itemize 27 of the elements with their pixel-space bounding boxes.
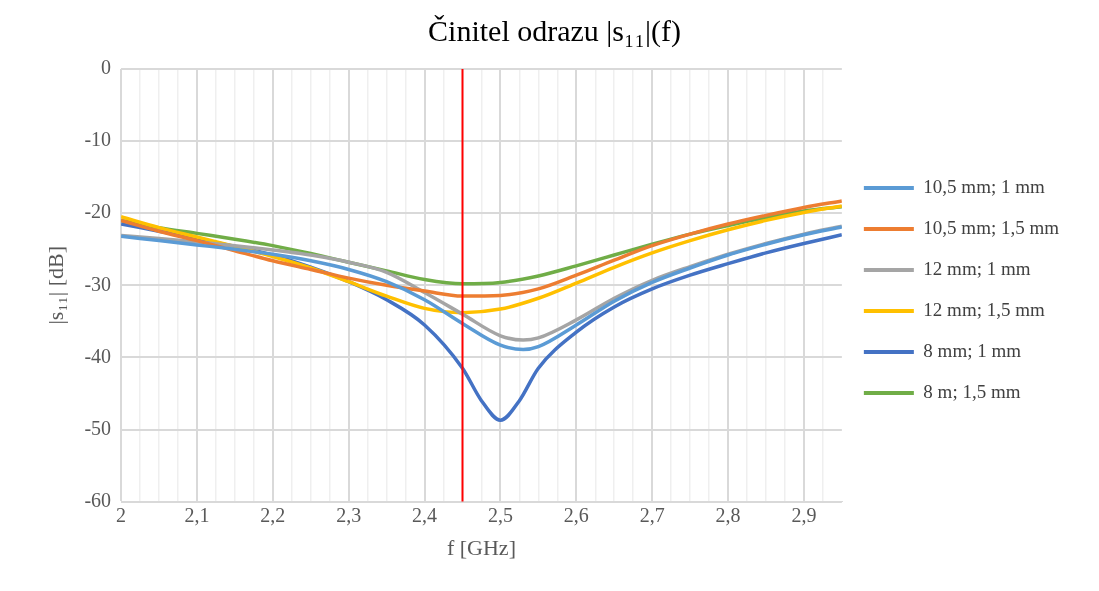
x-tick-label: 2,7	[639, 503, 665, 526]
y-tick-label: -40	[84, 344, 112, 367]
x-tick-label: 2,3	[336, 503, 362, 526]
chart-title: Činitel odrazu |s₁₁|(f)	[428, 13, 681, 48]
legend-label: 10,5 mm; 1 mm	[923, 175, 1045, 197]
y-tick-label: -10	[84, 128, 112, 151]
x-tick-label: 2,2	[260, 503, 286, 526]
legend-label: 8 m; 1,5 mm	[923, 380, 1021, 402]
x-tick-label: 2,1	[184, 503, 210, 526]
line-series	[121, 199, 842, 298]
legend-label: 12 mm; 1 mm	[923, 257, 1031, 279]
legend-label: 10,5 mm; 1,5 mm	[923, 216, 1060, 238]
legend-label: 12 mm; 1,5 mm	[923, 298, 1045, 320]
x-tick-label: 2,8	[715, 503, 741, 526]
x-tick-label: 2,4	[412, 503, 438, 526]
y-tick-label: -50	[84, 416, 112, 439]
x-axis-title: f [GHz]	[446, 534, 516, 560]
y-axis-title: |s₁₁| [dB]	[42, 246, 68, 325]
x-tick-label: 2,5	[487, 503, 513, 526]
y-tick-label: 0	[101, 56, 112, 79]
y-tick-label: -30	[84, 272, 112, 295]
x-tick-label: 2	[116, 503, 127, 526]
y-tick-label: -20	[84, 200, 112, 223]
legend-label: 8 mm; 1 mm	[923, 339, 1022, 361]
x-tick-label: 2,9	[791, 503, 817, 526]
y-tick-label: -60	[84, 488, 112, 511]
x-tick-label: 2,6	[563, 503, 589, 526]
